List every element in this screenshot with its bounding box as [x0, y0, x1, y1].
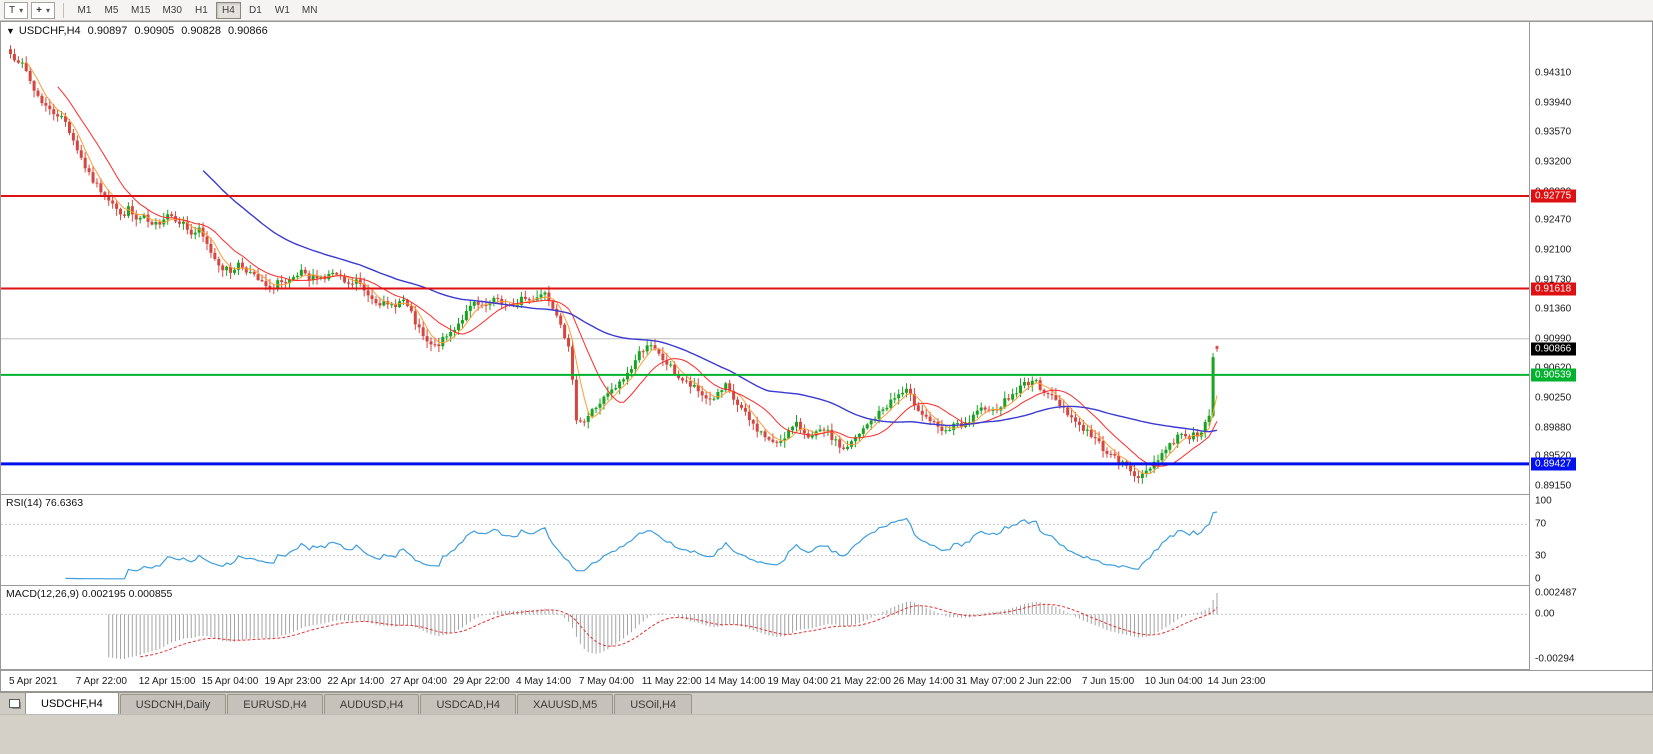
chevron-down-icon: ▾ — [45, 5, 50, 15]
chart-tab-bar: USDCHF,H4 USDCNH,Daily EURUSD,H4 AUDUSD,H4 U… — [0, 692, 1653, 714]
timeframe-button-h1[interactable]: H1 — [194, 4, 208, 16]
ohlc-high: 0.90905 — [134, 25, 175, 37]
toolbar: T ▾ + ▾ M1 M5 M15 M30 H1 H4 D1 W1 MN — [0, 0, 1653, 21]
chart-tab-usdcnh-daily[interactable]: USDCNH,Daily — [119, 694, 227, 714]
ohlc-low: 0.90828 — [181, 25, 221, 37]
timeframe-button-w1[interactable]: W1 — [274, 4, 290, 16]
price-tick-label: 0 — [1535, 573, 1541, 585]
chart-tab-eurusd-h4[interactable]: EURUSD,H4 — [227, 694, 323, 714]
timeframe-buttons: M1 M5 M15 M30 H1 H4 D1 W1 MN — [72, 1, 322, 19]
chart-tabs: USDCHF,H4 USDCNH,Daily EURUSD,H4 AUDUSD,H4 U… — [25, 692, 693, 714]
chart-symbol-label: USDCHF,H4 — [18, 25, 81, 37]
time-axis[interactable]: 5 Apr 2021 7 Apr 22:00 12 Apr 15:00 15 Apr … — [1, 670, 1652, 691]
time-tick-label: 29 Apr 22:00 — [453, 676, 510, 687]
timeframe-button-m30[interactable]: M30 — [162, 4, 182, 16]
time-tick-label: 5 Apr 2021 — [9, 676, 58, 687]
chart-tab-usdcad-h4[interactable]: USDCAD,H4 — [420, 694, 517, 714]
price-tick-label: 0.91730 — [1535, 274, 1572, 286]
crosshair-icon: + — [36, 4, 42, 16]
macd-label: MACD(12,26,9) 0.002195 0.000855 — [6, 588, 173, 600]
time-tick-label: 19 May 04:00 — [767, 676, 829, 687]
line-studies-dropdown[interactable]: T ▾ — [4, 1, 29, 19]
price-tick-label: 0.00 — [1535, 608, 1555, 620]
time-tick-label: 26 May 14:00 — [893, 676, 954, 687]
price-tick-label: -0.00294 — [1535, 653, 1575, 665]
rsi-pane-canvas[interactable] — [1, 495, 1529, 585]
pane-separator[interactable] — [1, 669, 1652, 670]
timeframe-button-h4[interactable]: H4 — [215, 1, 241, 19]
pane-separator[interactable] — [1, 494, 1652, 495]
price-pane-canvas[interactable] — [1, 22, 1529, 494]
price-tick-label: 0.94310 — [1535, 67, 1572, 79]
chart-tab-usdchf-h4[interactable]: USDCHF,H4 — [25, 692, 119, 714]
chart-tab-xauusd-m5[interactable]: XAUUSD,M5 — [517, 694, 614, 714]
price-tag: 0.90539 — [1531, 368, 1577, 382]
ohlc-open: 0.90897 — [87, 25, 128, 37]
crosshair-tool-dropdown[interactable]: + ▾ — [31, 1, 55, 19]
price-tick-label: 0.90990 — [1535, 333, 1572, 345]
time-tick-label: 15 Apr 04:00 — [201, 676, 259, 687]
price-tick-label: 100 — [1535, 495, 1552, 507]
time-tick-label: 10 Jun 04:00 — [1144, 676, 1203, 687]
timeframe-button-m15[interactable]: M15 — [130, 4, 151, 16]
timeframe-button-m1[interactable]: M1 — [77, 4, 92, 16]
chart-tab-audusd-h4[interactable]: AUDUSD,H4 — [323, 694, 420, 714]
ohlc-close: 0.90866 — [227, 25, 268, 37]
price-tick-label: 0.002487 — [1535, 587, 1577, 599]
chevron-down-icon: ▾ — [19, 5, 24, 15]
price-tag: 0.90866 — [1531, 342, 1577, 356]
time-tick-label: 22 Apr 14:00 — [327, 676, 385, 687]
chart-window[interactable]: 5 Apr 2021 7 Apr 22:00 12 Apr 15:00 15 Apr … — [0, 21, 1653, 692]
time-tick-label: 12 Apr 15:00 — [138, 676, 196, 687]
time-tick-label: 31 May 07:00 — [956, 676, 1017, 687]
time-tick-label: 27 Apr 04:00 — [390, 676, 447, 687]
price-tick-label: 0.93940 — [1535, 97, 1572, 109]
pane-separator[interactable] — [1, 585, 1652, 586]
time-tick-label: 4 May 14:00 — [515, 676, 572, 687]
price-tick-label: 30 — [1535, 550, 1547, 562]
time-tick-label: 11 May 22:00 — [641, 676, 702, 687]
rsi-label: RSI(14) 76.6363 — [6, 497, 84, 509]
price-axis[interactable]: 0.943100.939400.935700.932000.928300.924… — [1529, 22, 1652, 670]
symbol-dropdown-icon: ▼ — [6, 26, 15, 36]
toolbar-separator — [62, 2, 64, 18]
chart-tab-usoil-h4[interactable]: USOil,H4 — [614, 694, 693, 714]
price-tick-label: 0.89880 — [1535, 422, 1572, 434]
price-tick-label: 70 — [1535, 518, 1547, 530]
time-tick-label: 14 May 14:00 — [704, 676, 766, 687]
time-tick-label: 2 Jun 22:00 — [1019, 676, 1072, 687]
price-tick-label: 0.89150 — [1535, 480, 1572, 492]
time-tick-label: 7 May 04:00 — [578, 676, 634, 687]
price-tick-label: 0.93570 — [1535, 126, 1572, 138]
status-bar — [0, 714, 1653, 754]
timeframe-button-mn[interactable]: MN — [301, 4, 318, 16]
price-tick-label: 0.90250 — [1535, 392, 1572, 404]
price-tag: 0.89427 — [1531, 457, 1577, 471]
time-tick-label: 7 Apr 22:00 — [75, 676, 127, 687]
price-tick-label: 0.93200 — [1535, 156, 1572, 168]
windows-icon — [8, 699, 20, 708]
line-studies-label: T — [9, 4, 16, 16]
time-tick-label: 21 May 22:00 — [830, 676, 891, 687]
time-tick-label: 14 Jun 23:00 — [1207, 676, 1266, 687]
chart-title: ▼ USDCHF,H4 0.90897 0.90905 0.90828 0.90… — [6, 25, 268, 37]
price-tick-label: 0.92470 — [1535, 214, 1572, 226]
macd-pane-canvas[interactable] — [1, 586, 1529, 669]
time-tick-label: 7 Jun 15:00 — [1081, 676, 1135, 687]
price-tag: 0.92775 — [1531, 189, 1577, 203]
candles — [9, 45, 1219, 484]
price-tag: 0.91618 — [1531, 282, 1577, 296]
price-tick-label: 0.89520 — [1535, 451, 1571, 462]
timeframe-button-m5[interactable]: M5 — [104, 4, 119, 16]
time-tick-label: 19 Apr 23:00 — [264, 676, 322, 687]
price-tick-label: 0.91360 — [1535, 303, 1572, 315]
price-tick-label: 0.92100 — [1535, 244, 1572, 256]
window-list-button[interactable] — [3, 693, 25, 714]
timeframe-button-d1[interactable]: D1 — [248, 4, 262, 16]
